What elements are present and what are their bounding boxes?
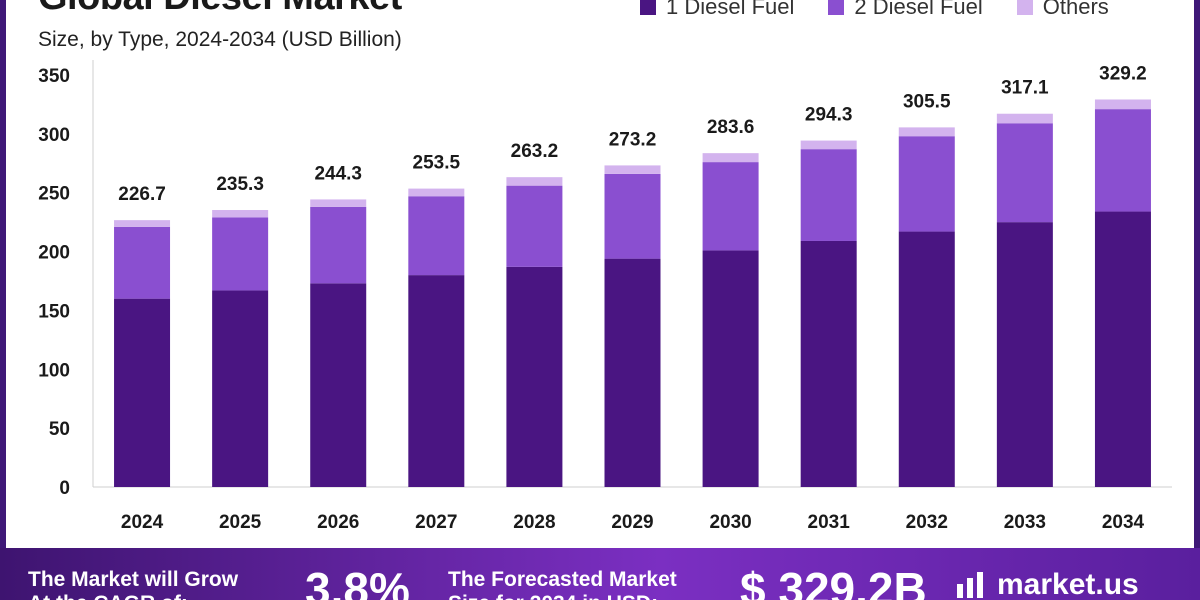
footer-forecast-line2: Size for 2034 in USD:: [448, 592, 677, 600]
bar-series1: [1094, 211, 1151, 487]
bar-series2: [898, 136, 955, 232]
brand-bars-icon: [957, 572, 983, 598]
bar-series3: [310, 199, 367, 207]
bar-series1: [800, 240, 857, 487]
bar-series3: [604, 165, 661, 174]
bar-series3: [800, 140, 857, 150]
footer-forecast-caption: The Forecasted Market Size for 2034 in U…: [448, 568, 677, 600]
legend-swatch-series2: [828, 0, 845, 15]
x-tick-label: 2034: [1102, 512, 1145, 533]
footer-forecast-value: $ 329.2B: [740, 563, 927, 600]
bar-series1: [212, 290, 269, 487]
bar-series2: [310, 206, 367, 284]
bar-chart: 0 50 100 150 200 250 300 350 226.7 2024 235.3 2025 2…: [38, 60, 1172, 533]
bar-series1: [702, 250, 759, 487]
legend: 1 Diesel Fuel 2 Diesel Fuel Others: [640, 0, 1109, 20]
bar-series1: [310, 283, 367, 487]
legend-swatch-series1: [640, 0, 656, 15]
chart-title: Global Diesel Market: [38, 0, 402, 19]
bar-total-label: 294.3: [805, 105, 853, 126]
y-tick-label: 100: [38, 360, 70, 381]
bar-series3: [408, 188, 465, 197]
legend-label-series1: 1 Diesel Fuel: [666, 0, 795, 19]
bar-series1: [114, 298, 171, 487]
bar-total-label: 244.3: [314, 163, 362, 184]
x-tick-label: 2029: [611, 512, 653, 533]
x-tick-label: 2033: [1004, 512, 1046, 533]
bar-total-label: 329.2: [1099, 63, 1147, 84]
bar-series2: [996, 123, 1053, 223]
legend-item-series2: 2 Diesel Fuel: [828, 0, 983, 20]
bar-series3: [996, 113, 1053, 124]
bar-series1: [898, 231, 955, 487]
y-tick-label: 200: [38, 243, 70, 264]
footer-cagr-caption: The Market will Grow At the CAGR of:: [28, 568, 238, 600]
legend-label-series3: Others: [1042, 0, 1109, 19]
bar-series3: [898, 127, 955, 137]
footer-forecast-line1: The Forecasted Market: [448, 568, 677, 591]
bar-series2: [702, 162, 759, 251]
x-tick-label: 2026: [317, 512, 359, 533]
x-tick-label: 2025: [219, 512, 262, 533]
x-tick-label: 2032: [906, 512, 948, 533]
bar-total-label: 305.5: [903, 91, 951, 112]
y-tick-label: 300: [38, 125, 70, 146]
bar-series2: [408, 196, 465, 276]
bar-series2: [506, 185, 563, 267]
y-tick-label: 250: [38, 184, 70, 205]
legend-item-series3: Others: [1016, 0, 1109, 20]
x-tick-label: 2031: [808, 512, 851, 533]
chart-subtitle: Size, by Type, 2024-2034 (USD Billion): [38, 28, 402, 51]
bar-series3: [1094, 99, 1151, 110]
y-tick-label: 0: [59, 478, 70, 499]
bar-series3: [212, 210, 269, 218]
bar-series3: [506, 177, 563, 186]
bar-series3: [114, 220, 171, 227]
y-tick-label: 150: [38, 301, 70, 322]
bar-series2: [800, 149, 857, 241]
bar-total-label: 317.1: [1001, 78, 1049, 99]
legend-swatch-series3: [1016, 0, 1033, 15]
bar-total-label: 226.7: [118, 184, 166, 205]
footer-cagr-value: 3.8%: [305, 563, 410, 600]
bar-total-label: 283.6: [707, 117, 755, 138]
brand-logo: market.us: [955, 568, 1139, 600]
bar-series1: [996, 222, 1053, 487]
x-tick-label: 2028: [513, 512, 555, 533]
bar-series3: [702, 153, 759, 163]
bar-series2: [114, 226, 171, 299]
legend-label-series2: 2 Diesel Fuel: [854, 0, 983, 19]
x-tick-label: 2024: [121, 512, 164, 533]
bar-total-label: 273.2: [609, 129, 657, 150]
bar-series2: [604, 173, 661, 259]
bar-series2: [212, 217, 269, 291]
bar-series2: [1094, 109, 1151, 212]
brand-name: market.us: [997, 568, 1139, 600]
x-tick-label: 2027: [415, 512, 457, 533]
bar-series1: [408, 275, 465, 487]
x-tick-label: 2030: [709, 512, 751, 533]
y-tick-label: 350: [38, 66, 70, 87]
footer-cagr-line2: At the CAGR of:: [28, 592, 238, 600]
bar-series1: [506, 266, 563, 487]
bar-total-label: 253.5: [413, 153, 461, 174]
bar-total-label: 263.2: [511, 141, 559, 162]
footer-cagr-line1: The Market will Grow: [28, 568, 239, 591]
legend-item-series1: 1 Diesel Fuel: [640, 0, 794, 20]
footer-banner: The Market will Grow At the CAGR of: 3.8…: [0, 548, 1200, 600]
bar-total-label: 235.3: [216, 174, 264, 195]
y-tick-label: 50: [49, 419, 70, 440]
bar-series1: [604, 258, 661, 487]
